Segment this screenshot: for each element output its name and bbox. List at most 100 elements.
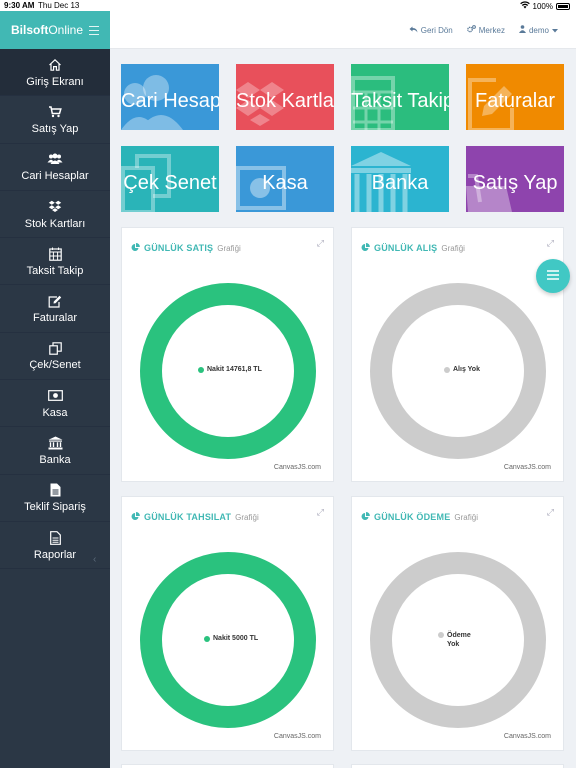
tile-taksit-takip[interactable]: Taksit Takip [351, 64, 449, 130]
tile-cek-senet[interactable]: Çek Senet [121, 146, 219, 212]
panel-stub [351, 764, 564, 768]
pie-chart-icon [131, 508, 140, 526]
users-icon [47, 151, 63, 167]
tile-label: Stok Kartları [236, 90, 334, 112]
sidebar-item-stok[interactable]: Stok Kartları [0, 191, 110, 239]
panel-title: GÜNLÜK ALIŞ [374, 243, 438, 253]
pie-chart-icon [361, 508, 370, 526]
user-menu[interactable]: demo [518, 25, 558, 35]
sidebar-item-banka[interactable]: Banka [0, 427, 110, 475]
legend-label-line2: Yok [447, 641, 460, 648]
edit-icon [48, 293, 62, 309]
expand-icon[interactable]: ⤢ [546, 507, 554, 517]
menu-toggle-icon[interactable] [89, 26, 99, 38]
donut-slice [370, 283, 546, 459]
money-icon [47, 388, 63, 404]
sidebar-item-kasa[interactable]: Kasa [0, 380, 110, 428]
report-icon [49, 530, 61, 546]
expand-icon[interactable]: ⤢ [316, 507, 324, 517]
legend-label: Nakit 5000 TL [213, 635, 259, 642]
battery-icon [556, 2, 570, 10]
sidebar-item-label: Giriş Ekranı [26, 75, 84, 88]
user-label: demo [528, 25, 549, 35]
panel-gunluk-odeme: GÜNLÜK ÖDEME Grafiği ⤢ Ödeme Yok CanvasJ… [351, 496, 564, 751]
donut-chart-satis [140, 283, 316, 459]
bank-icon [48, 435, 63, 451]
sidebar-item-label: Satış Yap [31, 122, 79, 135]
tile-stok-kartlari[interactable]: Stok Kartları [236, 64, 334, 130]
panel-subtitle: Grafiği [441, 243, 465, 253]
copy-icon [121, 154, 171, 212]
chart-credit[interactable]: CanvasJS.com [503, 733, 551, 740]
reply-icon [409, 26, 418, 35]
copy-icon [48, 340, 62, 356]
user-icon [518, 25, 526, 35]
sidebar: Bilsoft Online Giriş Ekranı Satış Yap Car… [0, 11, 110, 768]
wifi-icon [519, 1, 530, 11]
sidebar-item-label: Taksit Takip [26, 264, 84, 277]
caret-down-icon [552, 26, 558, 35]
legend-dot [438, 632, 444, 638]
sidebar-item-label: Kasa [42, 406, 68, 419]
branch-label: Merkez [478, 25, 505, 35]
sidebar-item-raporlar[interactable]: Raporlar [0, 522, 110, 570]
tile-satis-yap[interactable]: Satış Yap [466, 146, 564, 212]
file-icon [50, 482, 61, 498]
floating-menu-button[interactable] [536, 259, 570, 293]
brand-light: Online [48, 23, 84, 37]
legend-dot [198, 367, 204, 373]
sidebar-item-giris[interactable]: Giriş Ekranı [0, 49, 110, 97]
expand-icon[interactable]: ⤢ [546, 238, 554, 248]
dropbox-icon [48, 199, 62, 215]
chart-legend: Nakit 14761,8 TL [198, 366, 262, 373]
legend-label: Nakit 14761,8 TL [207, 366, 262, 373]
chart-credit[interactable]: CanvasJS.com [273, 464, 321, 471]
panel-title: GÜNLÜK SATIŞ [144, 243, 214, 253]
chart-credit[interactable]: CanvasJS.com [273, 733, 321, 740]
branch-link[interactable]: Merkez [466, 25, 505, 35]
sidebar-item-label: Cari Hesaplar [21, 170, 89, 183]
tile-label: Çek Senet [123, 172, 217, 194]
edit-icon [468, 78, 514, 130]
sidebar-item-faturalar[interactable]: Faturalar [0, 285, 110, 333]
money-icon [236, 166, 286, 210]
donut-slice [140, 283, 316, 459]
calendar-icon [48, 246, 62, 262]
chevron-left-icon[interactable]: ‹ [93, 554, 97, 565]
back-link[interactable]: Geri Dön [409, 26, 453, 35]
donut-chart-alis [370, 283, 546, 459]
gears-icon [466, 25, 476, 35]
tile-label: Banka [371, 172, 429, 194]
tile-label: Taksit Takip [351, 90, 449, 112]
panel-gunluk-satis: GÜNLÜK SATIŞ Grafiği ⤢ Nakit 14761,8 TL … [121, 227, 334, 482]
sidebar-item-cari[interactable]: Cari Hesaplar [0, 144, 110, 191]
users-icon [121, 75, 183, 130]
panel-subtitle: Grafiği [235, 512, 259, 522]
sidebar-item-ceksenet[interactable]: Çek/Senet [0, 333, 110, 381]
chart-credit[interactable]: CanvasJS.com [503, 464, 551, 471]
status-time: 9:30 AM [4, 1, 35, 10]
status-right: 100% [519, 1, 570, 11]
expand-icon[interactable]: ⤢ [316, 238, 324, 248]
calendar-icon [351, 76, 395, 130]
home-icon [48, 57, 62, 73]
sidebar-item-teklif[interactable]: Teklif Sipariş [0, 475, 110, 522]
sidebar-item-label: Teklif Sipariş [24, 501, 86, 514]
sidebar-item-satis[interactable]: Satış Yap [0, 96, 110, 144]
tile-kasa[interactable]: Kasa [236, 146, 334, 212]
menu-icon [547, 267, 559, 285]
brand-logo[interactable]: Bilsoft Online [0, 11, 110, 49]
donut-chart-odeme [370, 552, 546, 728]
panel-title: GÜNLÜK TAHSILAT [144, 512, 232, 522]
cart-icon [466, 174, 512, 212]
tile-cari-hesaplar[interactable]: Cari Hesaplar [121, 64, 219, 130]
tile-faturalar[interactable]: Faturalar [466, 64, 564, 130]
dropbox-icon [236, 82, 284, 126]
panel-gunluk-tahsilat: GÜNLÜK TAHSILAT Grafiği ⤢ Nakit 5000 TL … [121, 496, 334, 751]
top-header: Geri Dön Merkez demo [110, 11, 576, 49]
tile-label: Faturalar [474, 90, 556, 112]
tile-banka[interactable]: Banka [351, 146, 449, 212]
donut-chart-tahsilat [140, 552, 316, 728]
donut-slice [370, 552, 546, 728]
sidebar-item-taksit[interactable]: Taksit Takip [0, 238, 110, 286]
